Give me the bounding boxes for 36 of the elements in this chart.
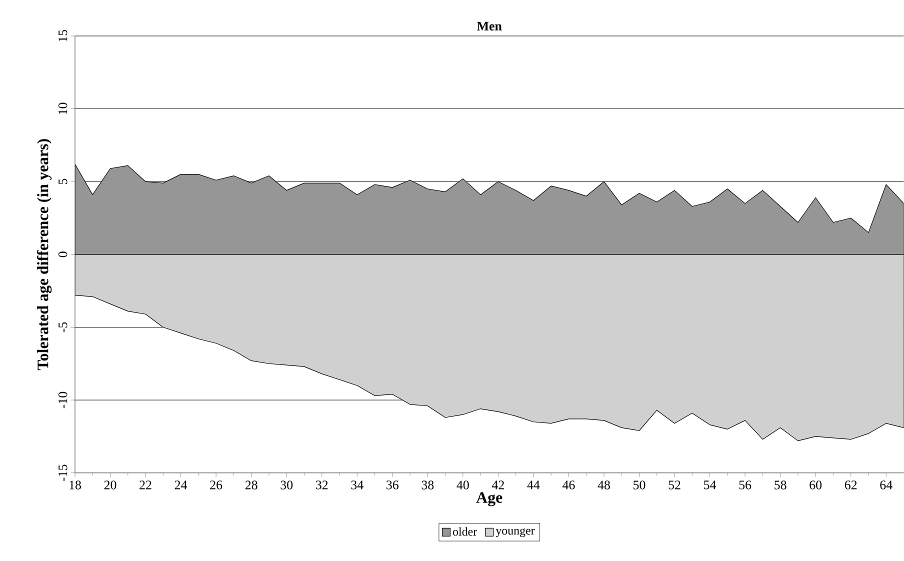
y-tick-label: 15 <box>58 30 68 42</box>
x-tick-label: 32 <box>316 480 328 490</box>
x-tick-label: 56 <box>739 480 752 490</box>
x-tick-label: 26 <box>210 480 222 490</box>
x-tick-label: 58 <box>774 480 786 490</box>
x-tick-label: 44 <box>527 480 540 490</box>
x-tick-label: 22 <box>140 480 152 490</box>
y-tick-label: -15 <box>58 464 68 482</box>
x-tick-label: 24 <box>174 480 188 490</box>
x-tick-label: 36 <box>386 480 398 490</box>
x-axis-title: Age <box>476 492 502 506</box>
y-tick-label: -10 <box>58 392 68 408</box>
x-tick-label: 28 <box>245 480 258 490</box>
x-tick-label: 62 <box>844 480 857 490</box>
x-tick-label: 42 <box>492 480 504 490</box>
x-tick-label: 52 <box>668 480 680 490</box>
x-tick-label: 20 <box>104 480 116 490</box>
x-tick-label: 48 <box>598 480 610 490</box>
x-tick-label: 38 <box>422 480 434 490</box>
legend-label: younger <box>496 528 535 538</box>
y-tick-label: 10 <box>58 102 68 114</box>
x-tick-label: 54 <box>704 480 716 490</box>
chart-title: Men <box>477 22 502 31</box>
x-tick-label: 60 <box>810 480 822 490</box>
legend-label: older <box>452 527 477 536</box>
x-tick-label: 18 <box>70 480 81 490</box>
y-tick-label: 0 <box>58 252 68 258</box>
y-tick-label: -5 <box>58 322 68 332</box>
x-tick-label: 64 <box>880 480 892 490</box>
y-tick-label: 5 <box>58 178 68 184</box>
x-tick-label: 34 <box>351 480 364 490</box>
x-tick-label: 46 <box>562 480 575 490</box>
y-axis-title: Tolerated age difference (in years) <box>36 139 52 370</box>
x-tick-label: 30 <box>280 480 293 490</box>
x-tick-label: 40 <box>456 480 469 490</box>
x-tick-label: 50 <box>634 480 646 490</box>
